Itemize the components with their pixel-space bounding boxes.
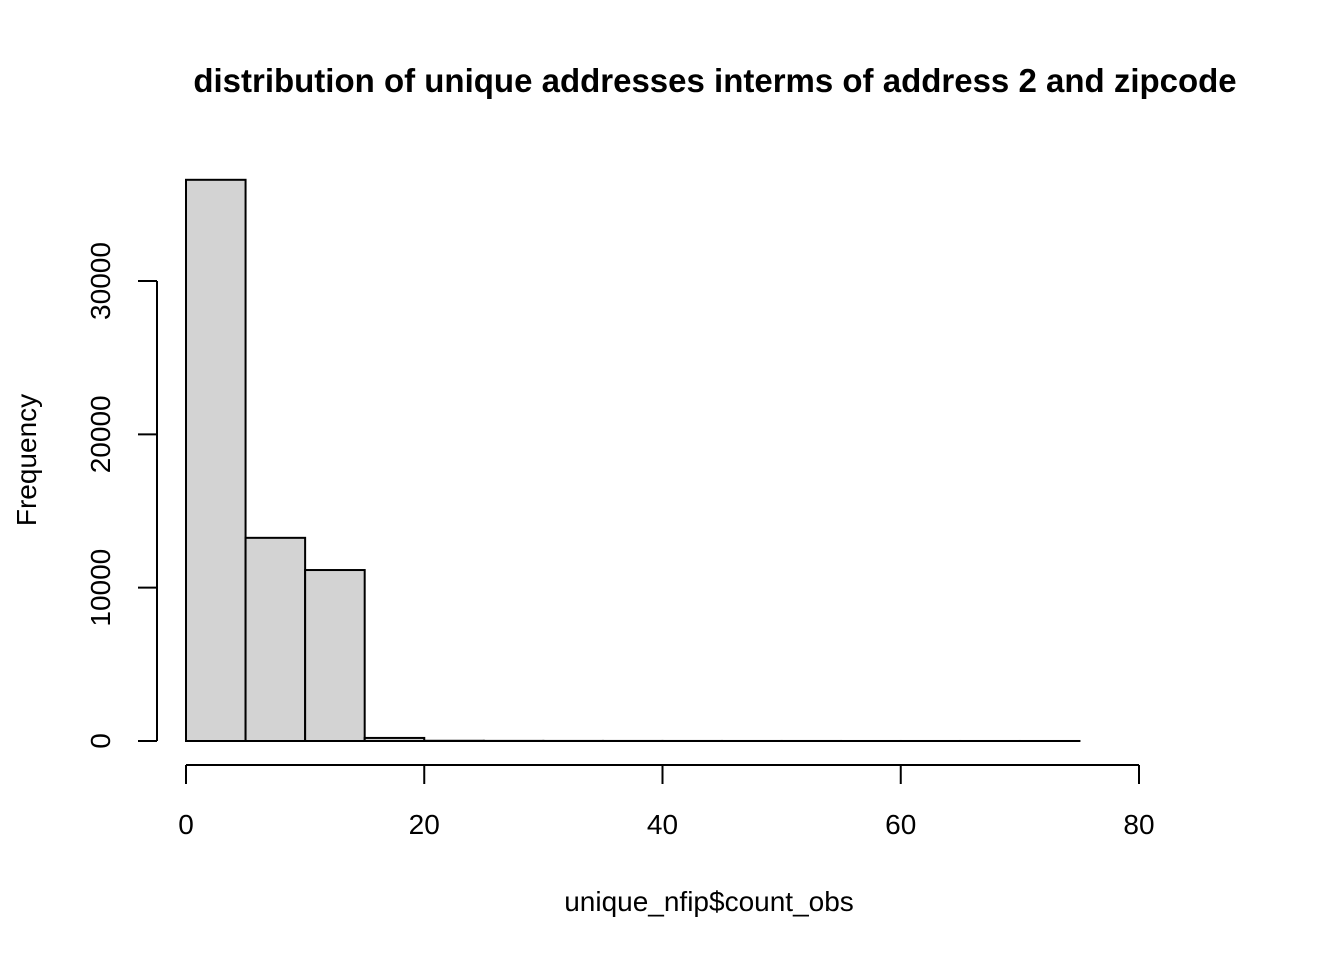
y-axis-label: Frequency bbox=[11, 394, 42, 526]
x-tick-label-2: 40 bbox=[647, 809, 678, 840]
histogram-bar-1 bbox=[244, 536, 307, 742]
x-axis: 0 20 40 60 80 bbox=[178, 764, 1155, 840]
histogram-bar-2 bbox=[304, 569, 366, 742]
chart-title: distribution of unique addresses interms… bbox=[193, 62, 1236, 99]
bars-group bbox=[185, 178, 1081, 743]
x-tick-label-1: 20 bbox=[409, 809, 440, 840]
x-tick-label-0: 0 bbox=[178, 809, 194, 840]
y-tick-label-3: 30000 bbox=[85, 242, 116, 320]
histogram-bar-3 bbox=[363, 736, 426, 743]
x-tick-label-4: 80 bbox=[1123, 809, 1154, 840]
histogram-bar-0 bbox=[185, 178, 247, 743]
x-tick-label-3: 60 bbox=[885, 809, 916, 840]
y-tick-label-1: 10000 bbox=[85, 549, 116, 627]
x-axis-label: unique_nfip$count_obs bbox=[564, 886, 854, 917]
y-axis: 0 10000 20000 30000 bbox=[85, 242, 158, 749]
y-tick-label-2: 20000 bbox=[85, 395, 116, 473]
y-tick-label-0: 0 bbox=[85, 733, 116, 749]
